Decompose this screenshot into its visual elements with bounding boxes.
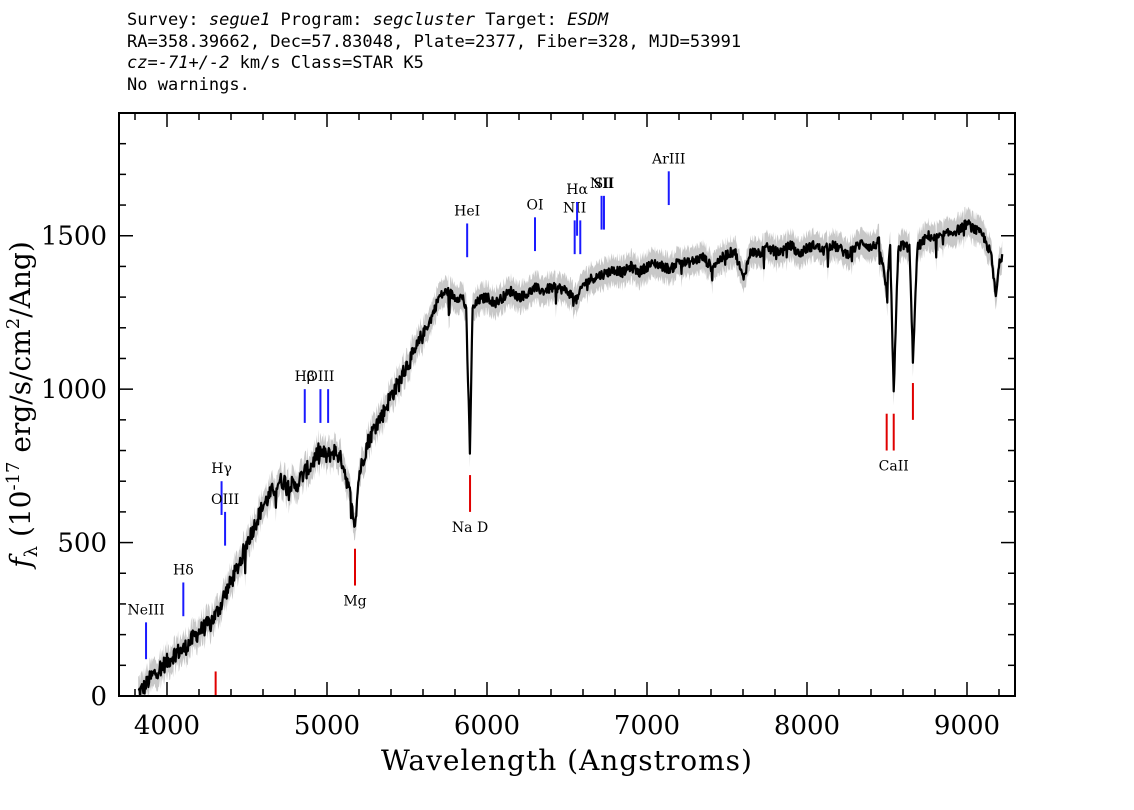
error-band-layer — [138, 206, 1003, 696]
spectrum-header: Survey: segue1 Program: segcluster Targe… — [127, 10, 741, 96]
cz-value: -71+/-2 — [157, 53, 230, 73]
cz-label: cz — [127, 53, 148, 73]
x-axis-label: Wavelength (Angstroms) — [381, 744, 753, 777]
header-line-4: No warnings. — [127, 74, 250, 95]
y-axis-label: fλ (10-17 erg/s/cm2/Ang) — [3, 241, 42, 570]
spectral-line-label: OIII — [211, 492, 239, 508]
survey-label: Survey: — [127, 10, 209, 30]
y-tick-label: 1500 — [41, 222, 107, 252]
spectral-line-label: OIII — [306, 369, 334, 385]
spectral-line-label: HeI — [454, 203, 480, 219]
spectral-line-label: Hδ — [173, 562, 194, 578]
ylabel-units: erg/s/cm — [4, 329, 37, 461]
spectral-line-label: NeIII — [127, 602, 164, 618]
spectral-line-label: Hγ — [211, 461, 232, 477]
spectral-line-label: Hα — [566, 182, 588, 198]
flux-series-line — [137, 219, 1004, 697]
ylabel-paren: (10 — [4, 491, 37, 546]
spectral-line-label: Mg — [343, 594, 366, 610]
survey-value: segue1 — [208, 10, 271, 30]
x-tick-label: 5000 — [294, 711, 360, 741]
x-tick-label: 7000 — [614, 711, 680, 741]
x-tick-label: 4000 — [134, 711, 200, 741]
ticks-layer: 4000 5000 6000 7000 8000 9000 0 500 1000 1500 — [41, 112, 1015, 741]
target-value: ESDM — [567, 10, 609, 30]
series-layer — [137, 219, 1004, 697]
ylabel-lambda: λ — [21, 546, 42, 557]
spectral-line-label: SII — [594, 176, 615, 192]
y-tick-label: 500 — [57, 529, 107, 559]
ylabel-exp: -17 — [3, 462, 24, 491]
spectral-line-label: OI — [526, 197, 543, 213]
spectral-line-label: Hβ — [295, 369, 315, 385]
cz-eq: = — [147, 53, 158, 73]
spectral-line-label: ArIII — [651, 151, 685, 167]
header-line-2: RA=358.39662, Dec=57.83048, Plate=2377, … — [127, 31, 742, 52]
header-line-1: Survey: segue1 Program: segcluster Targe… — [127, 10, 741, 32]
ylabel-exp2: 2 — [3, 318, 24, 329]
plot-frame — [118, 112, 1016, 697]
y-tick-label: 1000 — [41, 375, 107, 405]
error-band — [138, 206, 1003, 696]
spectral-line-label: NII — [563, 200, 586, 216]
program-label: Program: — [270, 10, 373, 30]
program-value: segcluster — [372, 10, 476, 30]
x-tick-label: 6000 — [454, 711, 520, 741]
spectral-line-label: CaII — [879, 459, 909, 475]
target-label: Target: — [475, 10, 568, 30]
ylabel-tail: /Ang) — [4, 241, 37, 318]
header-line-3: cz=-71+/-2 km/s Class=STAR K5 — [127, 53, 741, 75]
y-tick-label: 0 — [90, 682, 107, 712]
spectral-line-label: NII — [590, 176, 613, 192]
x-tick-label: 8000 — [774, 711, 840, 741]
x-tick-label: 9000 — [934, 711, 1000, 741]
cz-units-class: km/s Class=STAR K5 — [229, 53, 424, 73]
spectral-line-label: Na D — [452, 520, 488, 536]
